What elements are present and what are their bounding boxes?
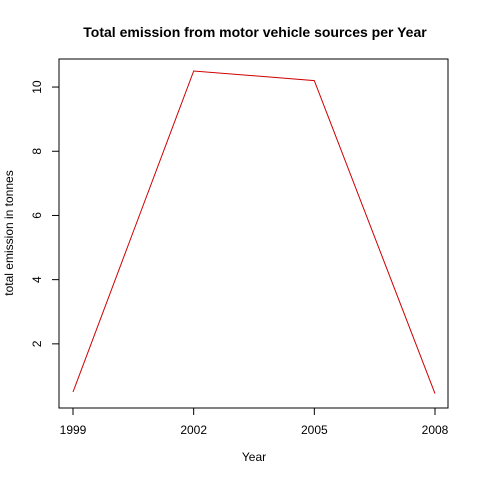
x-tick-label: 2002 xyxy=(180,423,207,437)
y-axis-label: total emission in tonnes xyxy=(2,170,16,295)
x-axis: 1999 2002 2005 2008 xyxy=(60,407,449,437)
y-tick-label: 4 xyxy=(30,276,44,283)
x-tick-label: 2005 xyxy=(301,423,328,437)
y-tick-label: 2 xyxy=(30,340,44,347)
series-line xyxy=(72,70,436,394)
series-layer xyxy=(72,70,436,394)
y-tick-label: 8 xyxy=(30,148,44,155)
plot-frame xyxy=(58,58,449,409)
y-axis: 2 4 6 8 10 xyxy=(30,80,60,347)
chart-title: Total emission from motor vehicle source… xyxy=(83,24,427,40)
y-tick-label: 10 xyxy=(30,80,44,94)
x-tick-label: 2008 xyxy=(422,423,449,437)
x-axis-label: Year xyxy=(242,450,266,464)
x-tick-label: 1999 xyxy=(60,423,87,437)
y-tick-label: 6 xyxy=(30,212,44,219)
